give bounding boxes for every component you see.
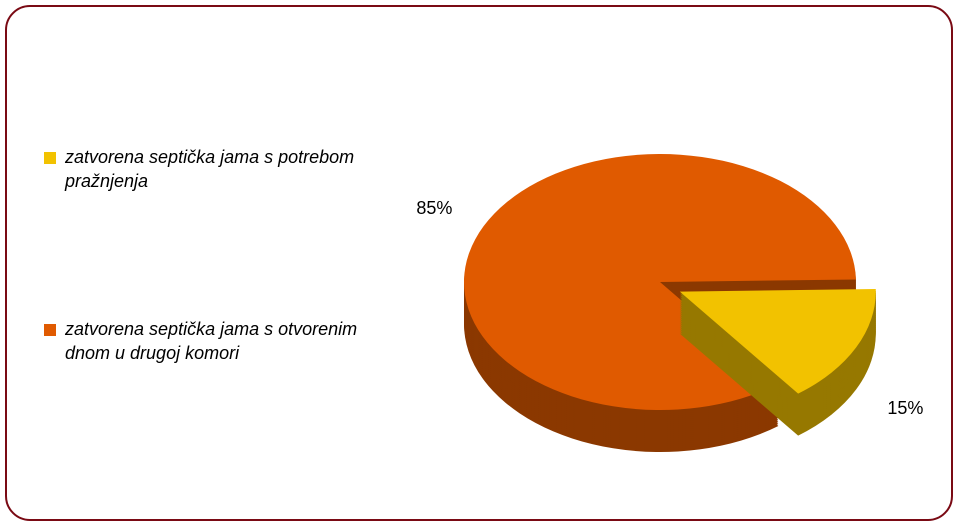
legend-item: zatvorena septička jama s potrebom pražn… — [44, 145, 389, 193]
legend-swatch — [44, 152, 56, 164]
data-label: 85% — [416, 198, 452, 218]
data-label: 15% — [887, 398, 923, 418]
slice — [463, 153, 856, 410]
slice — [679, 289, 876, 394]
legend-label: zatvorena septička jama s otvorenim dnom… — [65, 319, 358, 363]
legend-item: zatvorena septička jama s otvorenim dnom… — [44, 317, 389, 365]
legend-swatch — [44, 324, 56, 336]
legend-label: zatvorena septička jama s potrebom pražn… — [65, 147, 355, 191]
